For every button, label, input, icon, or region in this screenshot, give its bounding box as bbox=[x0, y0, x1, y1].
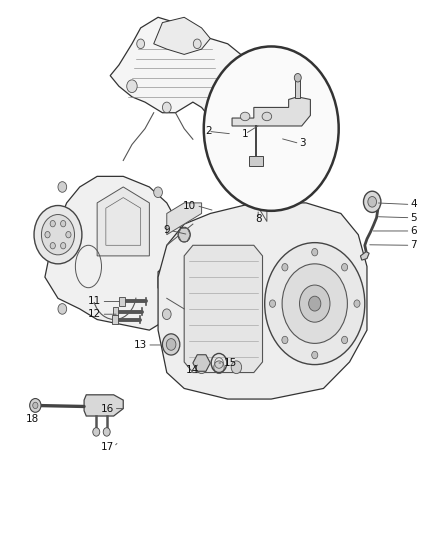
Circle shape bbox=[34, 206, 82, 264]
Polygon shape bbox=[97, 187, 149, 256]
Circle shape bbox=[66, 231, 71, 238]
Circle shape bbox=[50, 243, 55, 249]
Polygon shape bbox=[232, 97, 311, 126]
Circle shape bbox=[58, 182, 67, 192]
Text: 5: 5 bbox=[410, 213, 417, 223]
Text: 2: 2 bbox=[205, 126, 212, 136]
Circle shape bbox=[342, 263, 348, 271]
Circle shape bbox=[204, 46, 339, 211]
FancyBboxPatch shape bbox=[119, 297, 125, 306]
Circle shape bbox=[312, 248, 318, 256]
Text: 11: 11 bbox=[88, 296, 102, 306]
Circle shape bbox=[312, 351, 318, 359]
Text: 13: 13 bbox=[134, 340, 147, 350]
Circle shape bbox=[60, 221, 66, 227]
Circle shape bbox=[364, 191, 381, 213]
Circle shape bbox=[58, 304, 67, 314]
Text: 14: 14 bbox=[186, 365, 200, 375]
Text: 9: 9 bbox=[164, 225, 170, 236]
FancyBboxPatch shape bbox=[113, 307, 118, 317]
Text: 17: 17 bbox=[100, 442, 114, 452]
Circle shape bbox=[282, 263, 288, 271]
Circle shape bbox=[196, 361, 207, 374]
Circle shape bbox=[103, 427, 110, 436]
Polygon shape bbox=[45, 176, 184, 330]
Circle shape bbox=[342, 336, 348, 344]
Ellipse shape bbox=[262, 112, 272, 120]
Circle shape bbox=[30, 399, 41, 413]
Circle shape bbox=[50, 221, 55, 227]
Circle shape bbox=[294, 74, 301, 82]
FancyBboxPatch shape bbox=[112, 315, 117, 324]
Text: 6: 6 bbox=[410, 226, 417, 236]
Circle shape bbox=[265, 243, 365, 365]
Circle shape bbox=[162, 309, 171, 319]
Circle shape bbox=[154, 187, 162, 198]
Text: 4: 4 bbox=[410, 199, 417, 209]
Text: 3: 3 bbox=[300, 139, 306, 149]
Polygon shape bbox=[158, 203, 367, 399]
Circle shape bbox=[93, 427, 100, 436]
Polygon shape bbox=[154, 17, 210, 54]
Polygon shape bbox=[193, 355, 210, 372]
FancyBboxPatch shape bbox=[295, 79, 300, 98]
Polygon shape bbox=[184, 245, 262, 373]
Polygon shape bbox=[84, 395, 123, 416]
Circle shape bbox=[162, 334, 180, 355]
Circle shape bbox=[45, 231, 50, 238]
Circle shape bbox=[166, 338, 176, 350]
Circle shape bbox=[178, 227, 190, 242]
Text: 12: 12 bbox=[88, 309, 102, 319]
Polygon shape bbox=[167, 203, 201, 235]
Polygon shape bbox=[360, 252, 369, 260]
Circle shape bbox=[60, 243, 66, 249]
Circle shape bbox=[162, 102, 171, 113]
Circle shape bbox=[42, 215, 74, 255]
Circle shape bbox=[300, 285, 330, 322]
Circle shape bbox=[214, 361, 224, 374]
FancyBboxPatch shape bbox=[250, 156, 262, 166]
Text: 7: 7 bbox=[410, 240, 417, 251]
Circle shape bbox=[137, 39, 145, 49]
Text: 10: 10 bbox=[183, 200, 196, 211]
Circle shape bbox=[193, 39, 201, 49]
Circle shape bbox=[269, 300, 276, 308]
Circle shape bbox=[282, 336, 288, 344]
Circle shape bbox=[231, 361, 242, 374]
Circle shape bbox=[368, 197, 377, 207]
Text: 1: 1 bbox=[242, 129, 248, 139]
Circle shape bbox=[309, 296, 321, 311]
Circle shape bbox=[354, 300, 360, 308]
Circle shape bbox=[282, 264, 347, 343]
Ellipse shape bbox=[240, 112, 250, 120]
Text: 8: 8 bbox=[255, 214, 261, 224]
Polygon shape bbox=[110, 17, 245, 123]
Text: 16: 16 bbox=[100, 403, 114, 414]
Text: 18: 18 bbox=[26, 414, 39, 424]
Text: 15: 15 bbox=[223, 358, 237, 368]
Circle shape bbox=[127, 80, 137, 93]
Circle shape bbox=[214, 80, 224, 92]
Circle shape bbox=[33, 402, 38, 409]
